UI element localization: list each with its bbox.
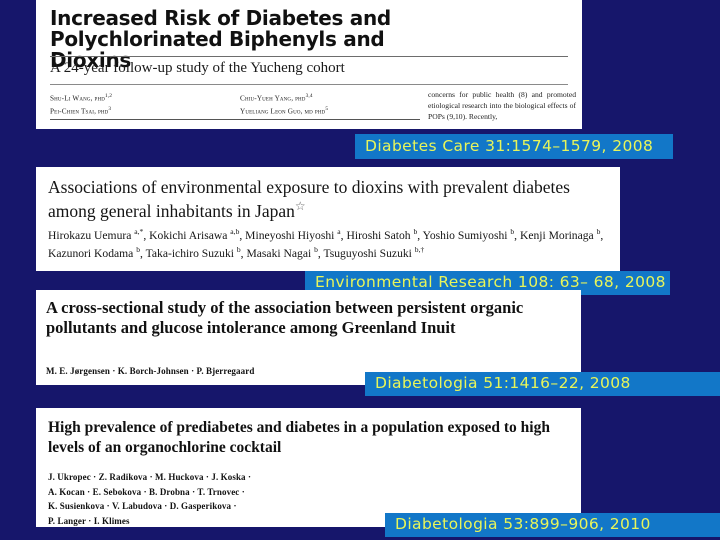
- article-title-diabetes-care: Increased Risk of Diabetes and Polychlor…: [50, 6, 391, 72]
- footnote-star-icon: ☆: [294, 198, 306, 213]
- citation-banner-diabetologia-53: Diabetologia 53:899–906, 2010: [385, 513, 720, 537]
- article-title-diabetologia-51: A cross-sectional study of the associati…: [46, 298, 524, 337]
- horizontal-rule: [50, 119, 420, 120]
- author-list-diabetologia-51: M. E. Jørgensen · K. Borch-Johnsen · P. …: [46, 366, 255, 376]
- article-title-text: Associations of environmental exposure t…: [48, 177, 570, 221]
- article-card-diabetologia-51: A cross-sectional study of the associati…: [36, 290, 581, 385]
- author-line: J. Ukropec · Z. Radikova · M. Huckova · …: [48, 472, 252, 482]
- article-subtitle-diabetes-care: A 24-year follow-up study of the Yucheng…: [50, 60, 345, 76]
- horizontal-rule: [50, 84, 568, 85]
- author-list-diabetologia-53: J. Ukropec · Z. Radikova · M. Huckova · …: [48, 470, 251, 527]
- citation-banner-diabetologia-51: Diabetologia 51:1416–22, 2008: [365, 372, 720, 396]
- article-card-diabetes-care: Increased Risk of Diabetes and Polychlor…: [36, 0, 582, 129]
- author-line: P. Langer · I. Klimes: [48, 515, 130, 526]
- horizontal-rule: [50, 56, 568, 57]
- article-card-diabetologia-53: High prevalence of prediabetes and diabe…: [36, 408, 581, 527]
- author-line: A. Kocan · E. Sebokova · B. Drobna · T. …: [48, 486, 245, 497]
- author-line: K. Susienkova · V. Labudova · D. Gasperi…: [48, 501, 237, 512]
- article-title-environmental-research: Associations of environmental exposure t…: [48, 177, 608, 222]
- article-card-environmental-research: Associations of environmental exposure t…: [36, 167, 620, 271]
- article-body-excerpt: concerns for public health (8) and promo…: [428, 90, 576, 121]
- author-column-middle: Chiu-Yueh Yang, phd3,4 Yueliang Leon Guo…: [240, 93, 329, 115]
- author-column-left: Shu-Li Wang, phd1,2 Pei-Chien Tsai, phd3: [50, 93, 113, 115]
- citation-banner-diabetes-care: Diabetes Care 31:1574–1579, 2008: [355, 134, 673, 159]
- author-list-environmental-research: Hirokazu Uemura a,*, Kokichi Arisawa a,b…: [48, 227, 604, 261]
- article-title-diabetologia-53: High prevalence of prediabetes and diabe…: [48, 419, 550, 456]
